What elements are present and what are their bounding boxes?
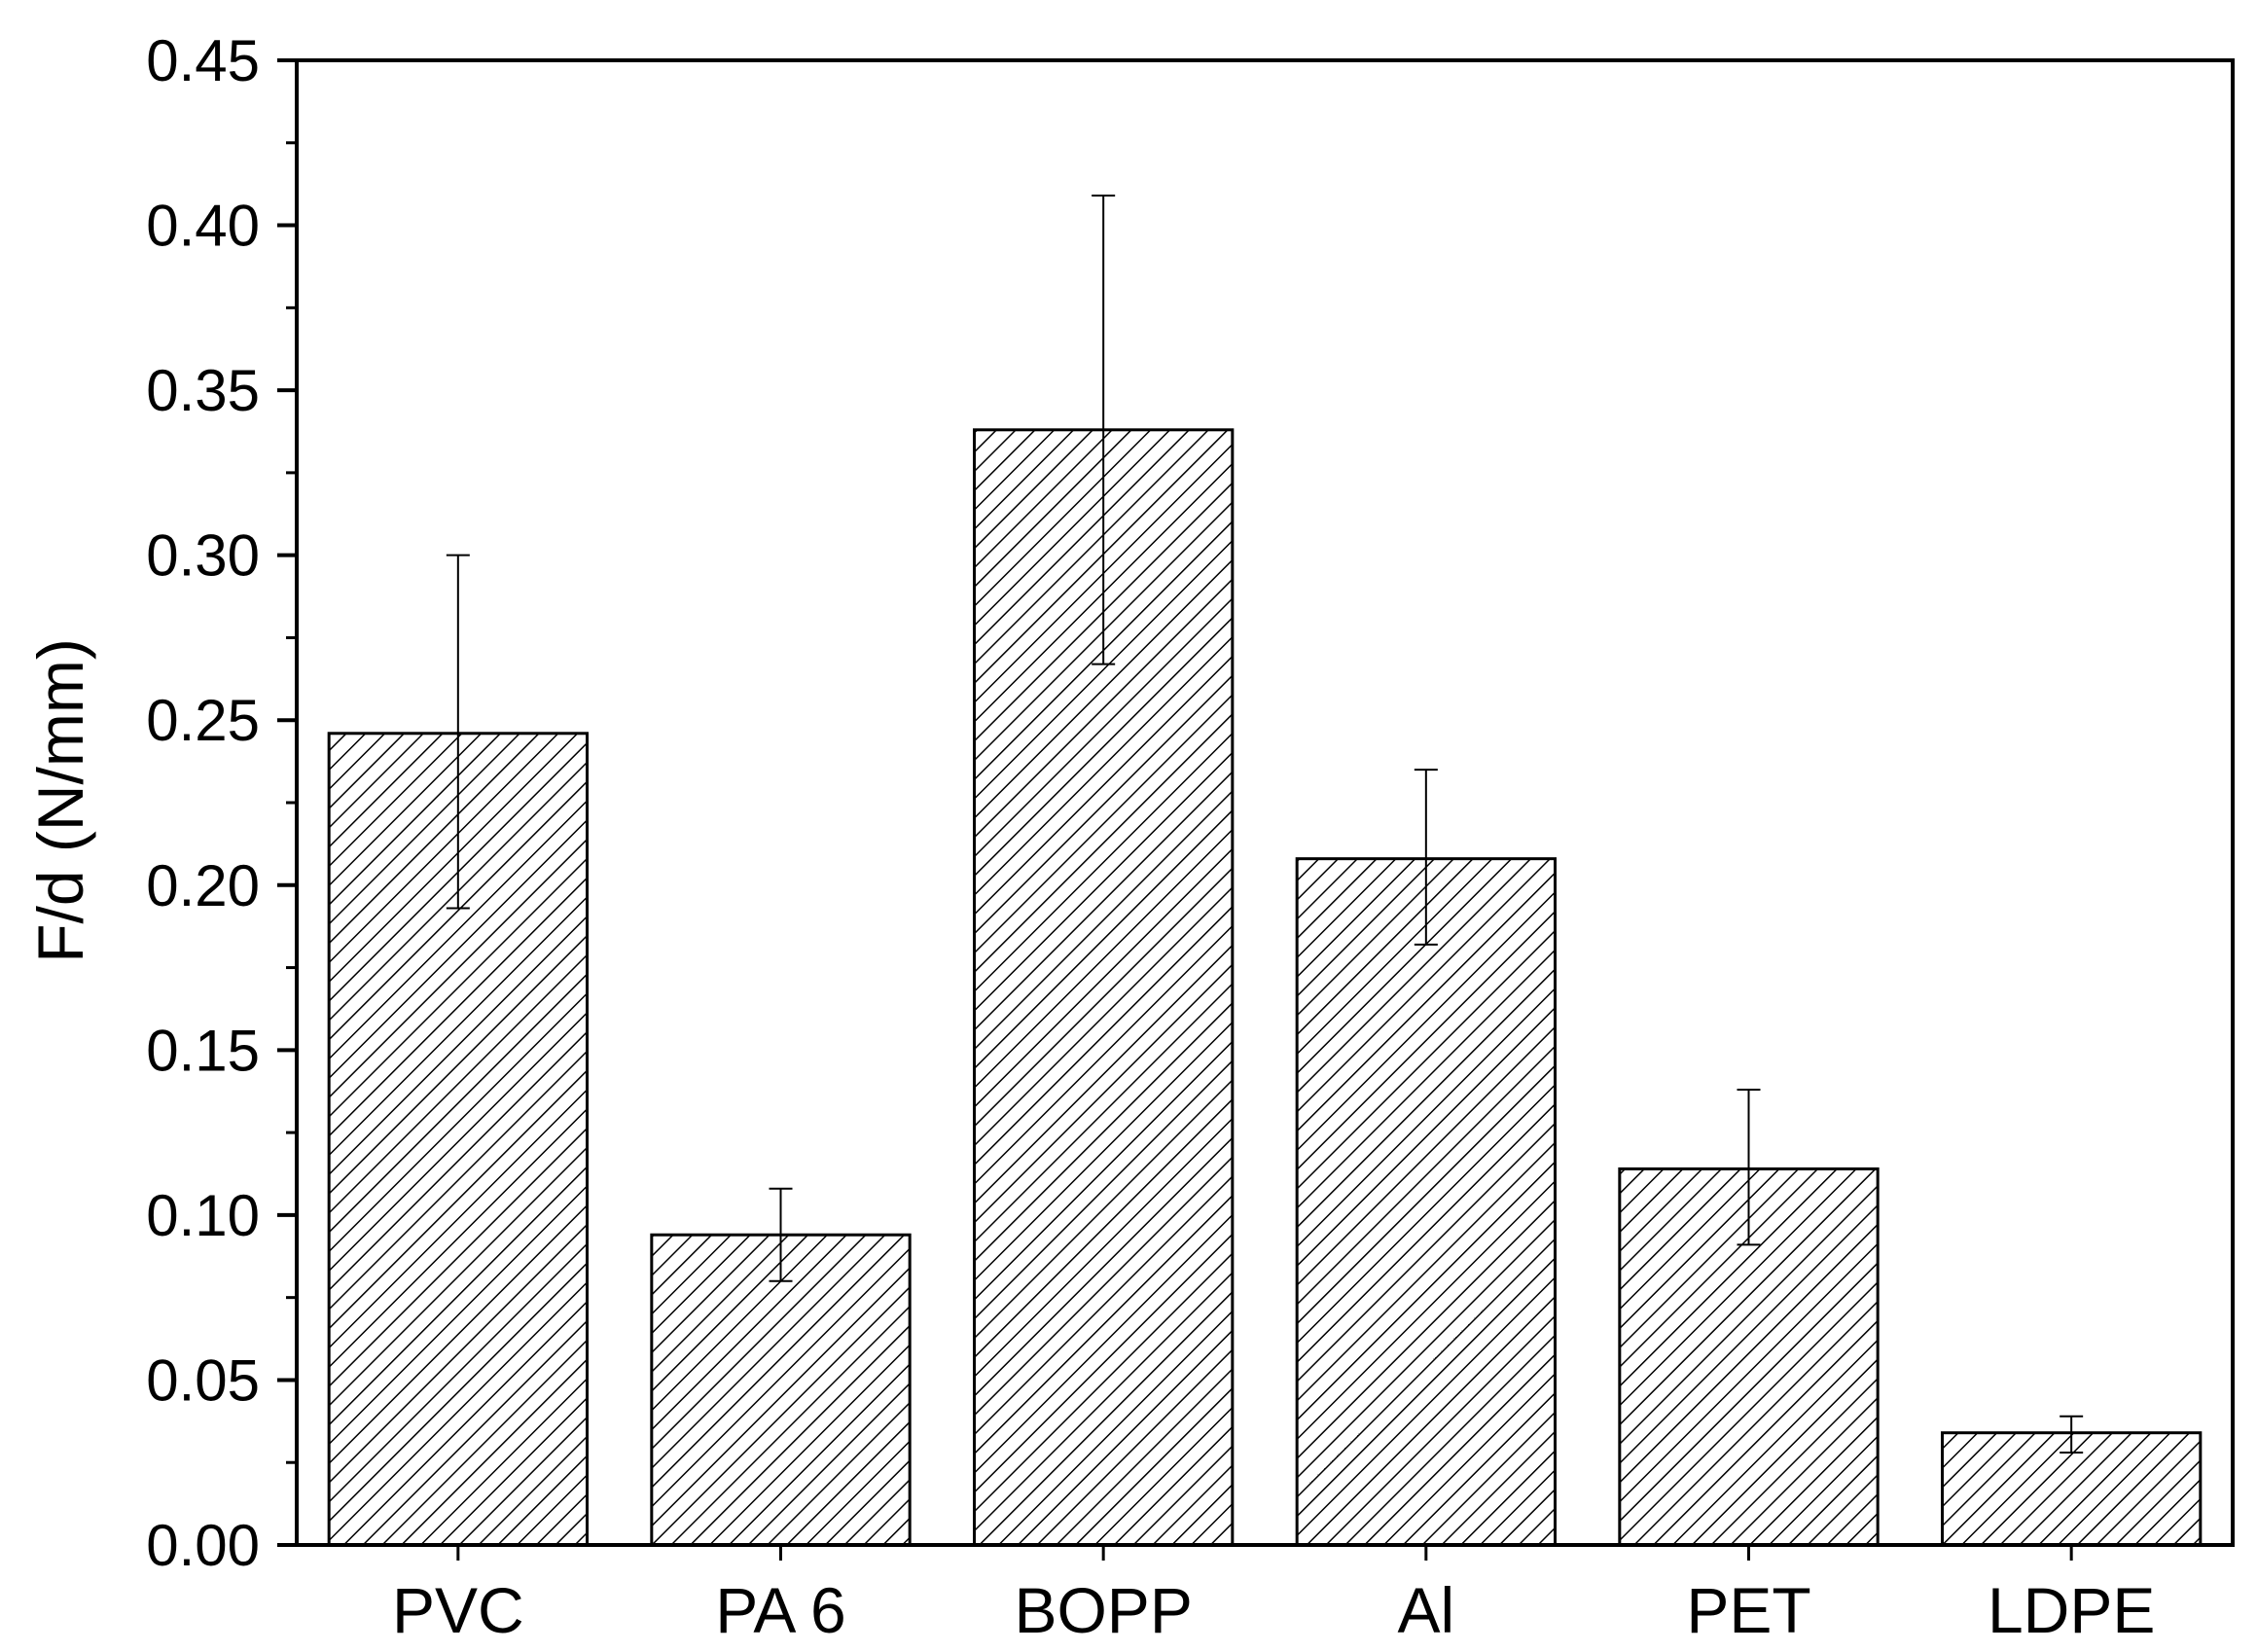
y-tick-label: 0.45 [146,28,260,93]
x-tick-label: PVC [392,1574,524,1646]
y-tick-label: 0.35 [146,358,260,423]
error-bar-pet [1737,1089,1761,1246]
x-tick-label: BOPP [1014,1574,1192,1646]
x-tick-label: PA 6 [715,1574,846,1646]
y-tick-label: 0.00 [146,1513,260,1578]
x-tick-label: LDPE [1988,1574,2155,1646]
y-tick-label: 0.05 [146,1347,260,1413]
error-bar-al [1414,769,1438,946]
error-bar-bopp [1092,195,1116,665]
x-tick-label: PET [1686,1574,1810,1646]
error-bar-ldpe [2060,1415,2084,1454]
y-tick-label: 0.15 [146,1018,260,1083]
error-bar-pa-6 [769,1187,793,1282]
bar-pa-6 [650,1233,912,1547]
y-tick-label: 0.25 [146,688,260,753]
error-bar-pvc [446,554,470,910]
y-tick-label: 0.10 [146,1183,260,1248]
y-axis-title: F/d (N/mm) [24,638,96,963]
y-tick-label: 0.40 [146,194,260,259]
y-tick-label: 0.20 [146,853,260,918]
y-tick-label: 0.30 [146,523,260,589]
x-tick-label: Al [1397,1574,1454,1646]
bar-al [1295,857,1557,1547]
